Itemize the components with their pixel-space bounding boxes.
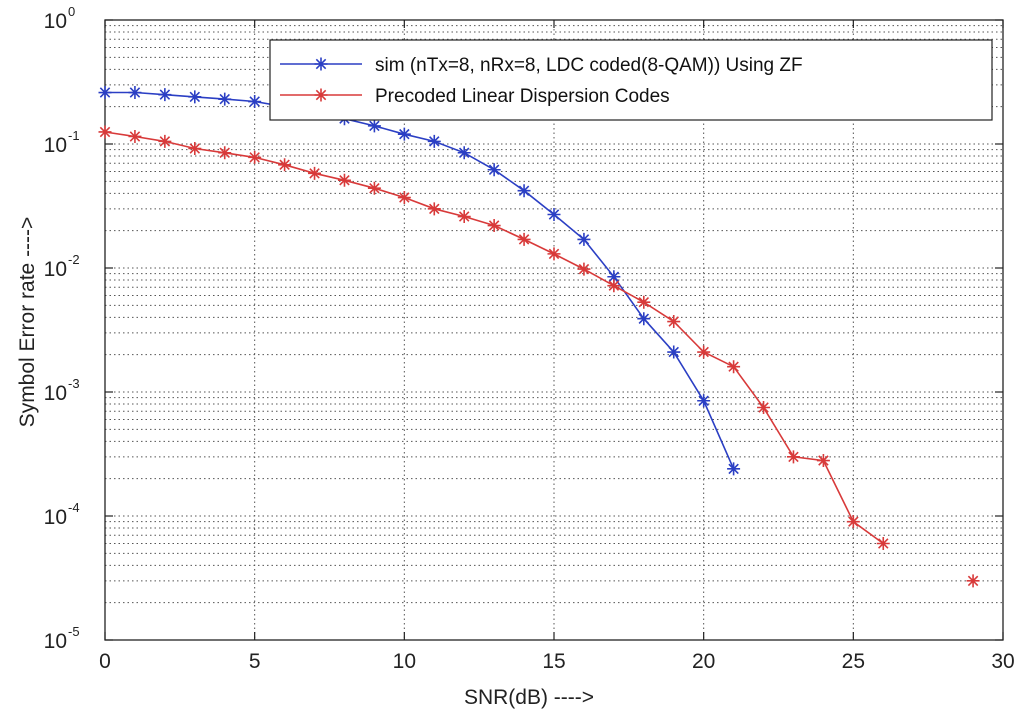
y-tick-label: 10 — [44, 134, 67, 157]
y-tick-label: 10 — [44, 506, 67, 529]
x-tick-label: 25 — [842, 650, 865, 673]
data-point — [487, 219, 501, 233]
data-point — [697, 394, 711, 408]
data-point — [577, 262, 591, 276]
data-point — [98, 125, 112, 139]
data-point — [757, 400, 771, 414]
y-tick-exponent: -2 — [68, 252, 80, 267]
data-point — [158, 134, 172, 148]
x-tick-label: 0 — [99, 650, 111, 673]
x-tick-label: 5 — [249, 650, 261, 673]
data-point — [517, 184, 531, 198]
series-2 — [98, 125, 890, 551]
data-point — [637, 312, 651, 326]
data-point — [367, 181, 381, 195]
asterisk-marker — [314, 88, 328, 102]
y-tick-exponent: -3 — [68, 376, 80, 391]
data-point — [128, 86, 142, 100]
data-point — [248, 95, 262, 109]
legend: sim (nTx=8, nRx=8, LDC coded(8-QAM)) Usi… — [269, 39, 993, 121]
data-point — [667, 315, 681, 329]
y-tick-exponent: 0 — [68, 4, 75, 19]
data-point — [337, 173, 351, 187]
data-point — [158, 88, 172, 102]
data-point — [188, 90, 202, 104]
plot-area — [105, 20, 1003, 640]
data-point — [427, 202, 441, 216]
y-tick-exponent: -5 — [68, 624, 80, 639]
y-tick-label: 10 — [44, 630, 67, 653]
data-point — [547, 247, 561, 261]
y-tick-label: 10 — [44, 258, 67, 281]
data-point — [98, 86, 112, 100]
data-point — [607, 270, 621, 284]
data-point — [308, 166, 322, 180]
legend-box — [269, 39, 993, 121]
series-line — [105, 91, 735, 470]
x-tick-label: 20 — [692, 650, 715, 673]
y-tick-exponent: -4 — [68, 500, 80, 515]
data-point — [786, 450, 800, 464]
data-point — [697, 345, 711, 359]
x-tick-label: 10 — [393, 650, 416, 673]
data-point — [248, 150, 262, 164]
axes — [104, 19, 1004, 641]
data-point — [487, 163, 501, 177]
legend-entry: sim (nTx=8, nRx=8, LDC coded(8-QAM)) Usi… — [280, 55, 803, 76]
series-layer — [98, 86, 980, 588]
data-point — [218, 146, 232, 160]
data-point — [397, 191, 411, 205]
data-point — [128, 129, 142, 143]
data-point — [397, 127, 411, 141]
x-tick-label: 30 — [991, 650, 1014, 673]
data-point — [876, 537, 890, 551]
asterisk-marker — [314, 57, 328, 71]
data-point — [367, 119, 381, 133]
data-point — [727, 462, 741, 476]
data-point — [457, 210, 471, 224]
legend-label: Precoded Linear Dispersion Codes — [375, 86, 670, 107]
data-point — [278, 158, 292, 172]
data-point — [637, 295, 651, 309]
data-point — [547, 208, 561, 222]
data-point-isolated — [966, 574, 980, 588]
y-tick-exponent: -1 — [68, 128, 80, 143]
data-point — [188, 141, 202, 155]
y-tick-label: 10 — [44, 382, 67, 405]
data-point — [427, 134, 441, 148]
data-point — [727, 360, 741, 374]
data-point — [667, 345, 681, 359]
y-axis-label: Symbol Error rate ----> — [16, 217, 39, 428]
data-point — [517, 232, 531, 246]
data-point — [607, 279, 621, 293]
data-point — [218, 92, 232, 106]
data-point — [457, 146, 471, 160]
data-point — [577, 232, 591, 246]
x-axis-label: SNR(dB) ----> — [464, 686, 594, 709]
data-point — [816, 454, 830, 468]
legend-label: sim (nTx=8, nRx=8, LDC coded(8-QAM)) Usi… — [375, 55, 803, 76]
x-tick-label: 15 — [542, 650, 565, 673]
data-point — [846, 515, 860, 529]
y-tick-label: 10 — [44, 10, 67, 33]
legend-entry: Precoded Linear Dispersion Codes — [280, 86, 670, 107]
